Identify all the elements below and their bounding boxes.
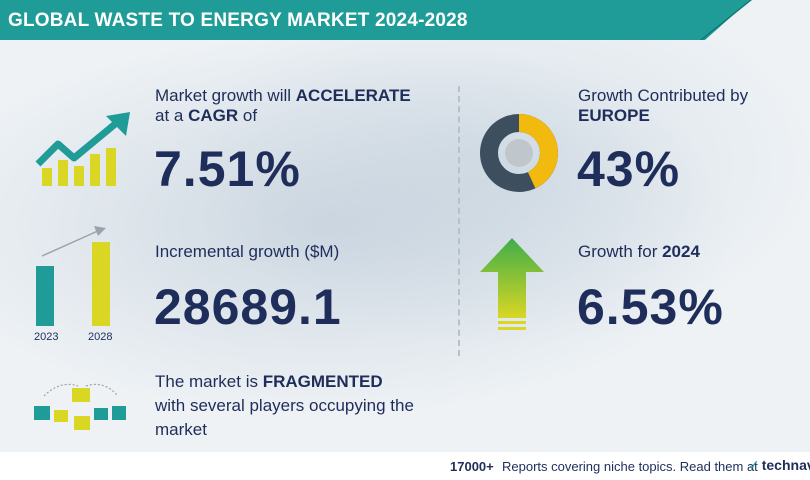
fragmented-emphasis: FRAGMENTED [262, 372, 383, 391]
cagr-line-1: Market growth will ACCELERATE [155, 86, 411, 106]
logo-mark-icon: ✓ [748, 457, 760, 473]
up-arrow-icon [480, 238, 544, 330]
incremental-value: 28689.1 [154, 279, 342, 335]
footer-text: Reports covering niche topics. Read them… [502, 459, 758, 474]
trend-up-icon [35, 112, 130, 186]
bar-label-2028: 2028 [88, 331, 113, 343]
players-network-icon [34, 383, 126, 430]
column-divider [458, 86, 460, 356]
background-world-map [0, 40, 810, 452]
cagr-line-2-suffix: of [238, 106, 258, 125]
cagr-emphasis-cagr: CAGR [188, 106, 239, 125]
footer-bar: 17000+ Reports covering niche topics. Re… [0, 452, 810, 480]
europe-value: 43% [577, 141, 681, 197]
europe-line-1: Growth Contributed by [578, 86, 749, 105]
growth-year-label: Growth for 2024 [578, 242, 700, 262]
cagr-line-2-prefix: at a [155, 106, 189, 125]
bar-label-2023: 2023 [34, 331, 59, 343]
footer-report-count: 17000+ [450, 459, 494, 474]
cagr-value: 7.51% [154, 141, 301, 197]
fragmented-line-3: market [155, 420, 207, 439]
growth-year-value: 6.53% [577, 279, 724, 335]
header-banner [0, 0, 750, 40]
fragmented-line-1-prefix: The market is [155, 372, 263, 391]
technavio-logo[interactable]: ✓ technav [748, 457, 810, 474]
bar-comparison-icon [36, 226, 110, 326]
growth-year: 2024 [662, 242, 700, 261]
cagr-line-1-prefix: Market growth will [155, 86, 296, 105]
europe-line-2: EUROPE [578, 106, 650, 126]
donut-icon [480, 114, 558, 192]
page-title: GLOBAL WASTE TO ENERGY MARKET 2024-2028 [8, 10, 468, 31]
europe-region: EUROPE [578, 106, 650, 125]
cagr-emphasis-accelerate: ACCELERATE [295, 86, 411, 105]
fragmented-line-1: The market is FRAGMENTED [155, 372, 383, 392]
growth-year-prefix: Growth for [578, 242, 663, 261]
logo-text: technav [761, 457, 810, 473]
fragmented-line-2: with several players occupying the [155, 396, 414, 415]
cagr-line-2: at a CAGR of [155, 106, 257, 126]
incremental-label: Incremental growth ($M) [155, 242, 340, 261]
